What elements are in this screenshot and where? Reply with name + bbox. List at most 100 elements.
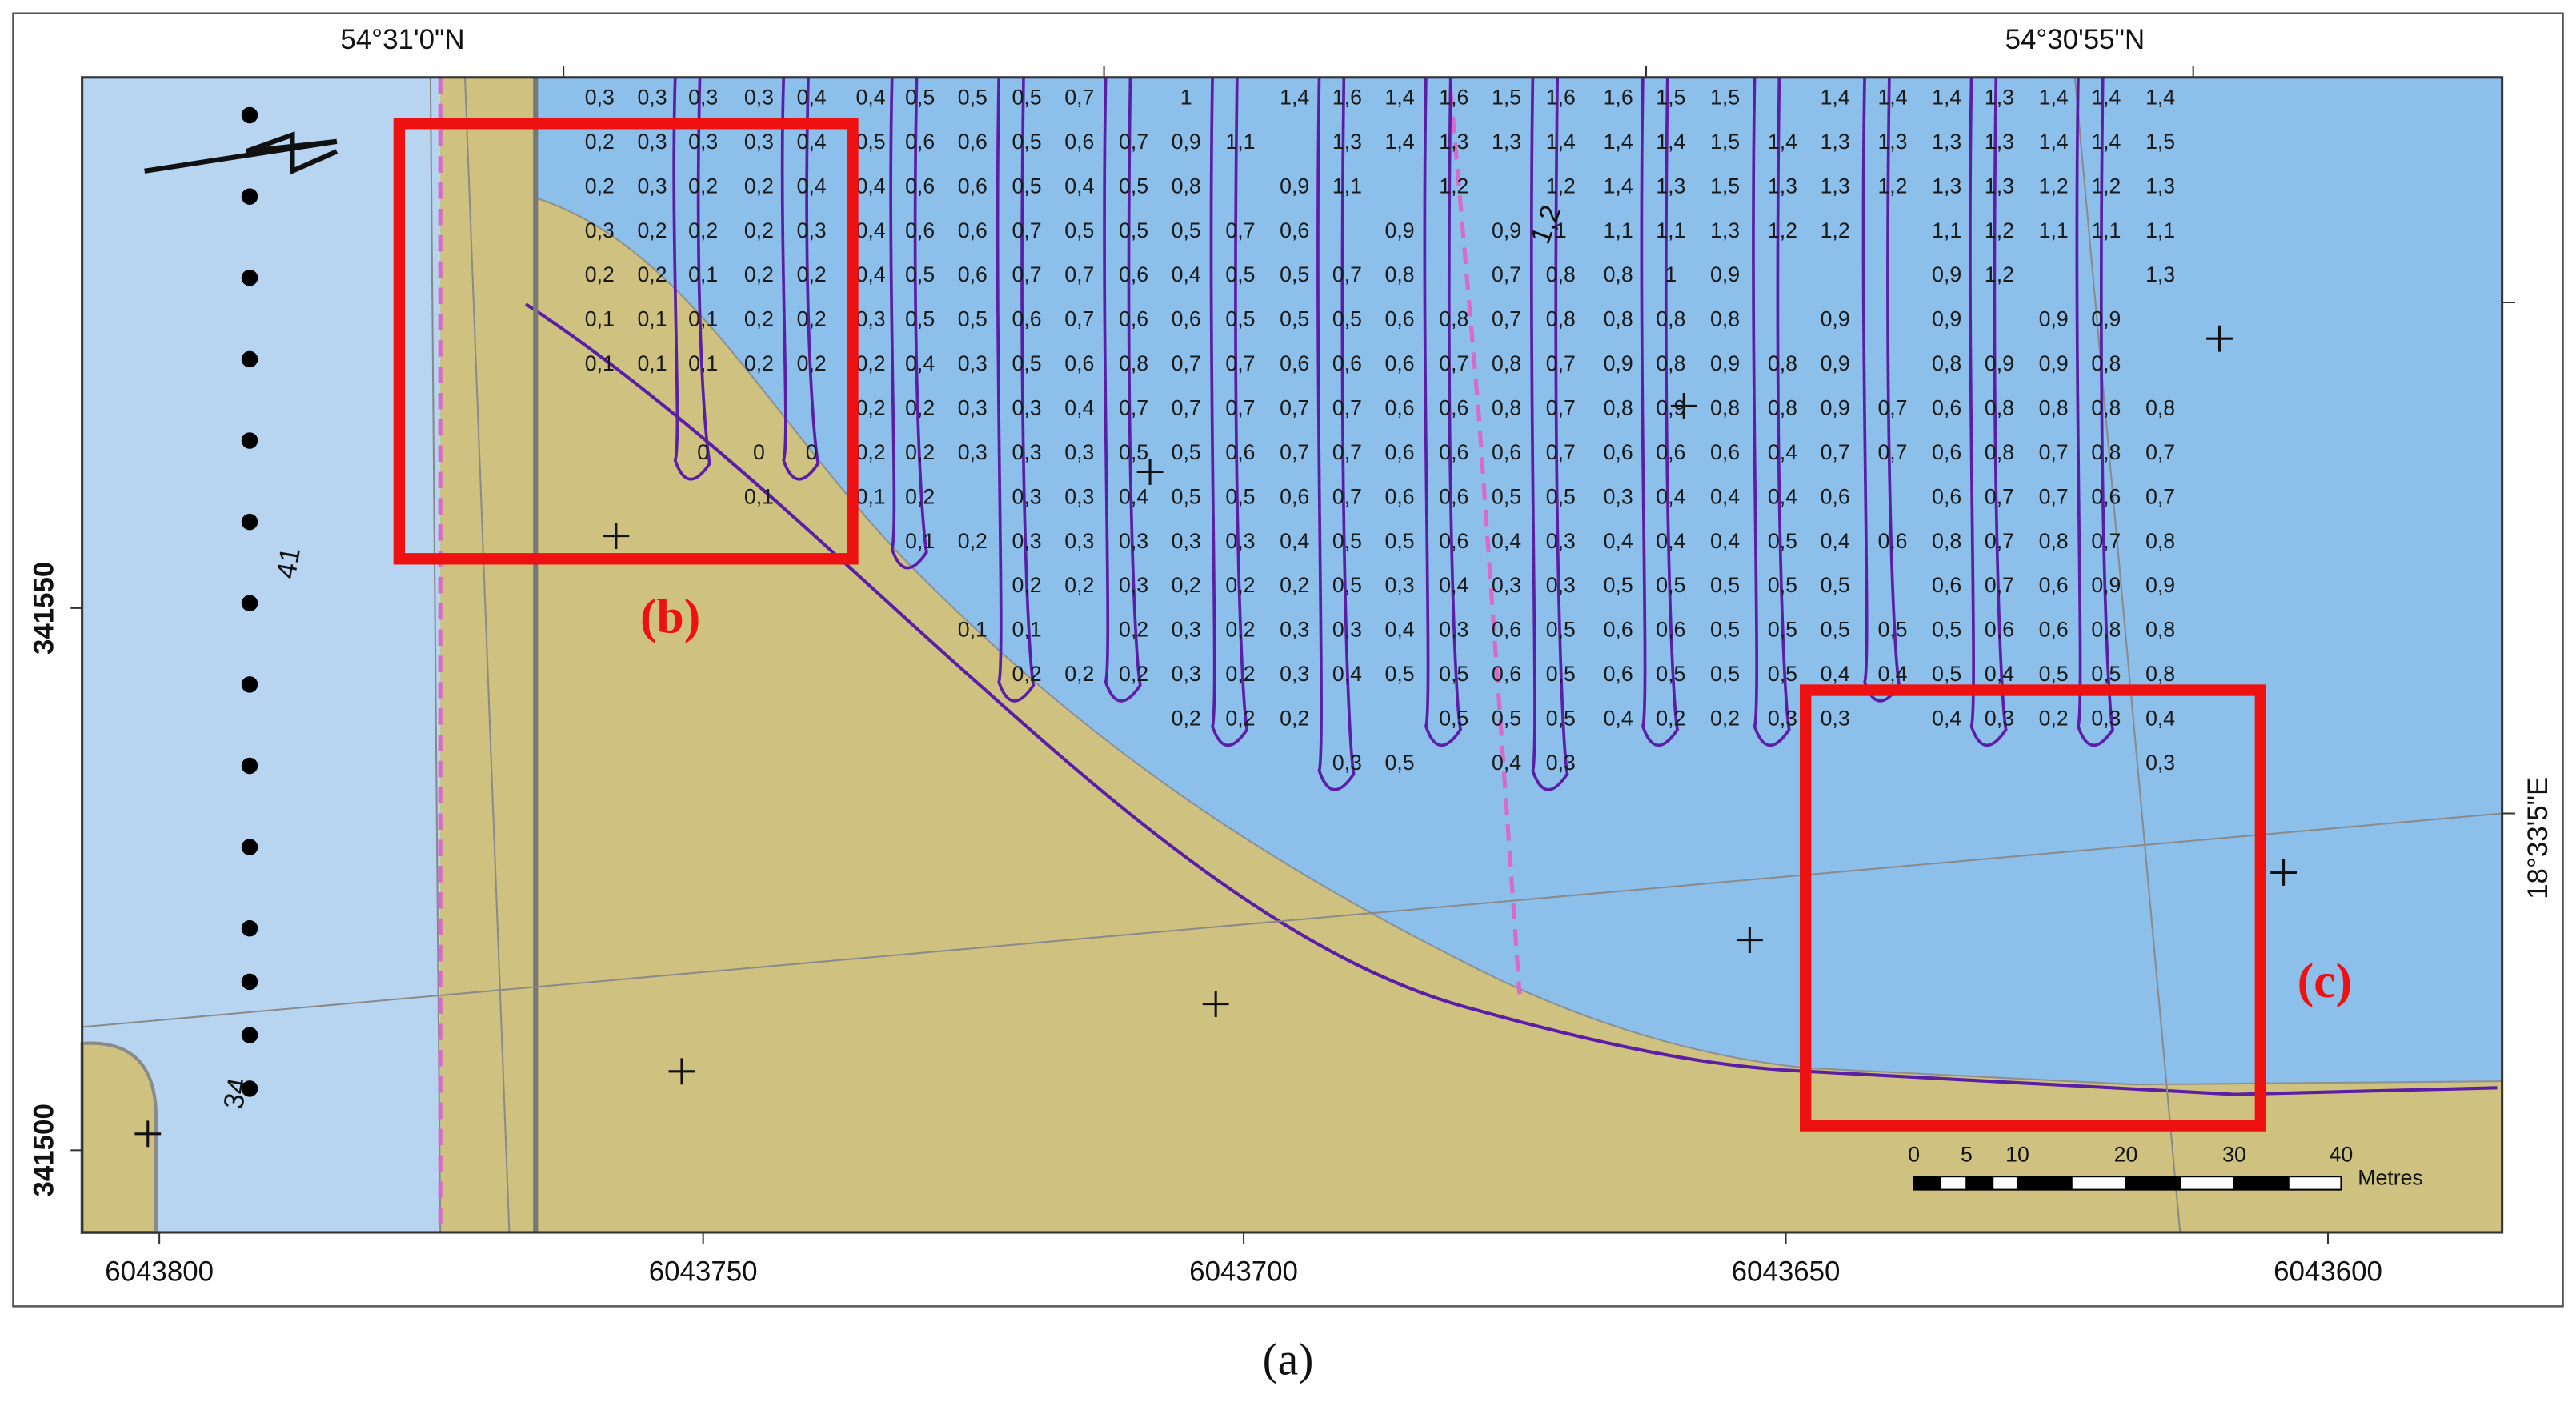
sounding: 0,4 <box>856 86 886 110</box>
sounding: 0,5 <box>1280 307 1309 331</box>
sounding: 0,9 <box>1604 351 1633 375</box>
sounding: 0,8 <box>2091 351 2121 375</box>
sounding: 0,6 <box>1439 396 1468 420</box>
sounding: 0,5 <box>1332 529 1362 553</box>
sounding: 0,3 <box>1821 707 1850 731</box>
bottom-label: 6043800 <box>105 1256 214 1288</box>
sounding: 0,8 <box>1932 351 1961 375</box>
sounding: 0,6 <box>2039 573 2069 597</box>
sounding: 0,8 <box>1604 262 1633 286</box>
sounding: 0,6 <box>1877 529 1907 553</box>
sounding: 0,8 <box>1656 351 1685 375</box>
sounding: 0,5 <box>905 262 935 286</box>
sounding: 0,6 <box>1385 440 1415 464</box>
sounding: 0,6 <box>1012 307 1042 331</box>
cross <box>134 1120 162 1148</box>
callout-label: (c) <box>2298 954 2352 1008</box>
sounding: 0,8 <box>1439 307 1468 331</box>
sounding: 0,2 <box>2039 707 2069 731</box>
sounding: 1,2 <box>1768 218 1797 242</box>
sounding: 1,2 <box>1546 174 1576 198</box>
sounding: 1,4 <box>1877 86 1907 110</box>
sounding: 0,9 <box>1710 262 1740 286</box>
dot <box>241 269 258 286</box>
cross <box>1202 991 1229 1018</box>
sounding: 1,4 <box>1656 130 1685 154</box>
dot <box>241 595 258 611</box>
sounding: 0,2 <box>744 218 774 242</box>
dotted-line <box>241 106 258 1097</box>
sounding: 0,8 <box>1604 396 1633 420</box>
sounding: 0,8 <box>1985 396 2014 420</box>
sounding: 0,4 <box>797 130 827 154</box>
sounding: 0,5 <box>905 86 935 110</box>
sounding: 0,7 <box>1439 351 1468 375</box>
sounding: 0,4 <box>1385 618 1415 642</box>
sounding: 0,5 <box>905 307 935 331</box>
sounding: 0,2 <box>1012 573 1042 597</box>
sounding: 0,3 <box>1119 529 1148 553</box>
sounding: 0,3 <box>585 86 615 110</box>
map-frame <box>81 76 2504 1234</box>
sounding: 0,9 <box>1172 130 1201 154</box>
sounding: 0,2 <box>905 440 935 464</box>
sounding: 0,2 <box>856 351 886 375</box>
contour <box>672 77 711 481</box>
sounding: 0,9 <box>1385 218 1415 242</box>
sounding: 0,7 <box>1985 573 2014 597</box>
sounding: 0,9 <box>1821 396 1850 420</box>
sounding: 0,5 <box>1012 351 1042 375</box>
sounding: 1,1 <box>1604 218 1633 242</box>
sounding: 0,5 <box>1932 618 1961 642</box>
sounding: 0,7 <box>1546 396 1576 420</box>
sounding: 0,6 <box>1385 351 1415 375</box>
sounding: 0,4 <box>1656 484 1685 508</box>
dot <box>241 1080 258 1097</box>
sounding: 0,4 <box>1280 529 1309 553</box>
sounding: 0,5 <box>1877 618 1907 642</box>
sounding: 0,5 <box>1225 262 1255 286</box>
sounding: 0,4 <box>1710 484 1740 508</box>
sounding: 0,3 <box>1280 662 1309 686</box>
sounding: 0,5 <box>1119 174 1148 198</box>
sounding: 0,1 <box>1012 618 1042 642</box>
cross <box>2206 325 2233 352</box>
sounding: 0,5 <box>1768 662 1797 686</box>
sounding: 0,5 <box>1172 484 1201 508</box>
sounding: 1,6 <box>1604 86 1633 110</box>
sounding: 1,5 <box>1492 86 1521 110</box>
sounding: 1,6 <box>1439 86 1468 110</box>
bottom-label: 6043600 <box>2274 1256 2382 1288</box>
scale-segment <box>2287 1176 2342 1191</box>
scale-segment <box>2233 1176 2290 1191</box>
sounding: 1,4 <box>1604 130 1633 154</box>
top-label: 54°30'55"N <box>2005 24 2145 55</box>
top-label: 54°31'0"N <box>340 24 464 55</box>
sounding: 0,6 <box>1985 618 2014 642</box>
sounding: 0,8 <box>1768 351 1797 375</box>
sounding: 0,9 <box>1932 307 1961 331</box>
sounding: 0,8 <box>1604 307 1633 331</box>
sounding: 0,9 <box>1656 396 1685 420</box>
sounding: 0,2 <box>1119 618 1148 642</box>
sounding: 0,3 <box>1546 529 1576 553</box>
sounding: 0,3 <box>1172 529 1201 553</box>
sounding: 0,2 <box>905 396 935 420</box>
sounding: 0,5 <box>958 307 988 331</box>
sounding: 0,6 <box>958 218 988 242</box>
scale-segment <box>1965 1176 1994 1191</box>
sounding: 0,1 <box>585 307 615 331</box>
sounding: 0,7 <box>1492 307 1521 331</box>
sounding: 0,7 <box>1332 396 1362 420</box>
sounding: 0,5 <box>1656 662 1685 686</box>
sounding: 0,3 <box>1119 573 1148 597</box>
contour <box>1861 77 1901 703</box>
sounding: 0,8 <box>2145 618 2175 642</box>
sounding: 0,5 <box>1385 529 1415 553</box>
scale-segment <box>1913 1176 1941 1191</box>
scale-bar: 0 5 10 20 30 40 <box>1908 1143 2353 1191</box>
sounding: 0,4 <box>1656 529 1685 553</box>
sounding: 1,3 <box>1932 174 1961 198</box>
sounding: 0,3 <box>1332 751 1362 775</box>
